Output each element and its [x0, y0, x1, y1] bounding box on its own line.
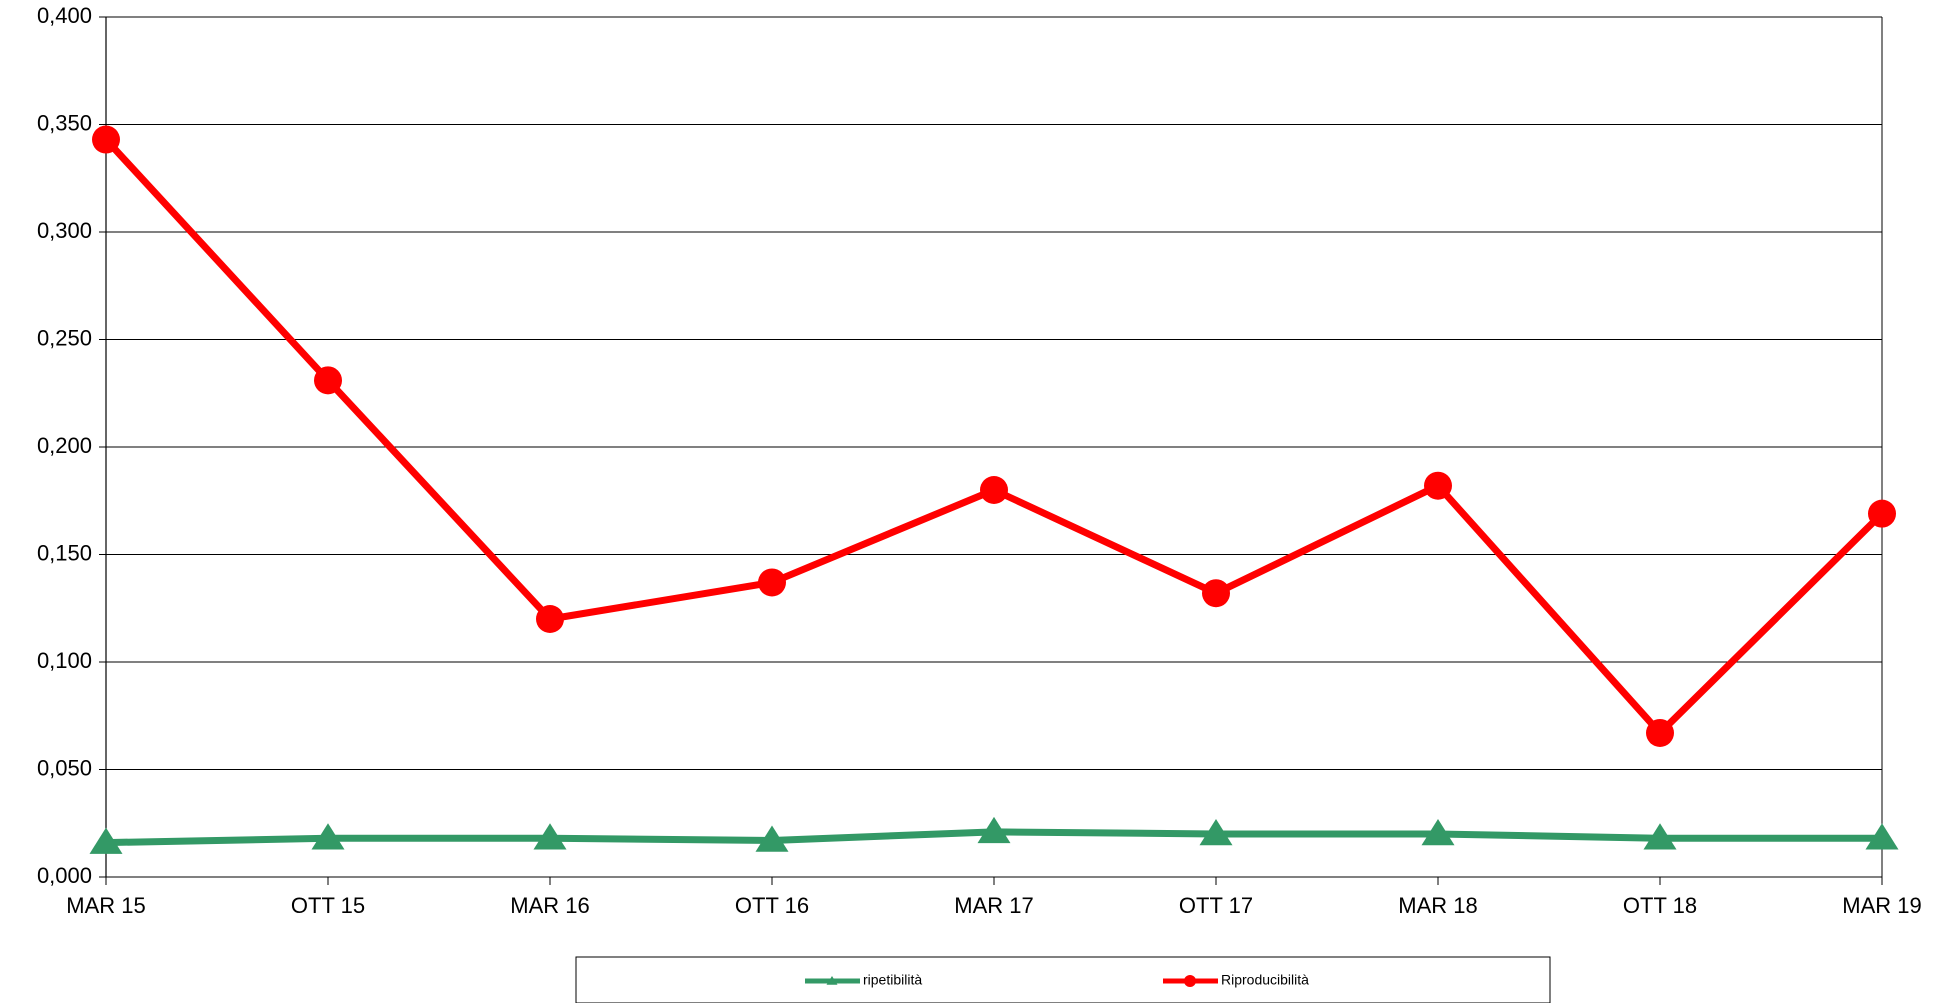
x-tick-label: OTT 15 [291, 893, 365, 918]
legend-label: ripetibilità [863, 972, 922, 988]
x-tick-label: MAR 15 [66, 893, 145, 918]
data-point [1643, 823, 1677, 850]
x-tick-label: OTT 17 [1179, 893, 1253, 918]
x-tick-label: MAR 18 [1398, 893, 1477, 918]
data-point [314, 366, 342, 395]
data-point [1202, 579, 1230, 608]
series-line [103, 137, 1885, 737]
data-point [533, 823, 567, 850]
legend-marker [826, 976, 838, 985]
data-point [536, 605, 564, 633]
x-tick-label: MAR 16 [510, 893, 589, 918]
x-tick-label: MAR 19 [1842, 893, 1921, 918]
y-tick-label: 0,000 [37, 863, 92, 888]
data-point [980, 476, 1008, 504]
data-point [311, 823, 345, 850]
y-tick-label: 0,200 [37, 433, 92, 458]
y-tick-label: 0,050 [37, 755, 92, 780]
x-tick-label: OTT 16 [735, 893, 809, 918]
legend-label: Riproducibilità [1221, 972, 1309, 988]
y-tick-label: 0,350 [37, 110, 92, 135]
data-point [1199, 819, 1233, 846]
legend-box [575, 956, 1551, 1003]
legend-marker [1184, 975, 1196, 987]
data-point [1646, 718, 1674, 747]
data-point [89, 827, 123, 854]
y-tick-label: 0,400 [37, 3, 92, 28]
data-point [1421, 819, 1455, 846]
y-tick-label: 0,250 [37, 325, 92, 350]
x-tick-label: MAR 17 [954, 893, 1033, 918]
data-point [758, 568, 786, 597]
data-point [1865, 823, 1899, 850]
data-point [755, 825, 789, 852]
y-tick-label: 0,300 [37, 218, 92, 243]
data-point [1424, 471, 1452, 500]
y-tick-label: 0,100 [37, 648, 92, 673]
data-point [1868, 499, 1896, 528]
data-point [977, 816, 1011, 844]
x-tick-label: OTT 18 [1623, 893, 1697, 918]
data-point [92, 125, 120, 154]
y-tick-label: 0,150 [37, 540, 92, 565]
